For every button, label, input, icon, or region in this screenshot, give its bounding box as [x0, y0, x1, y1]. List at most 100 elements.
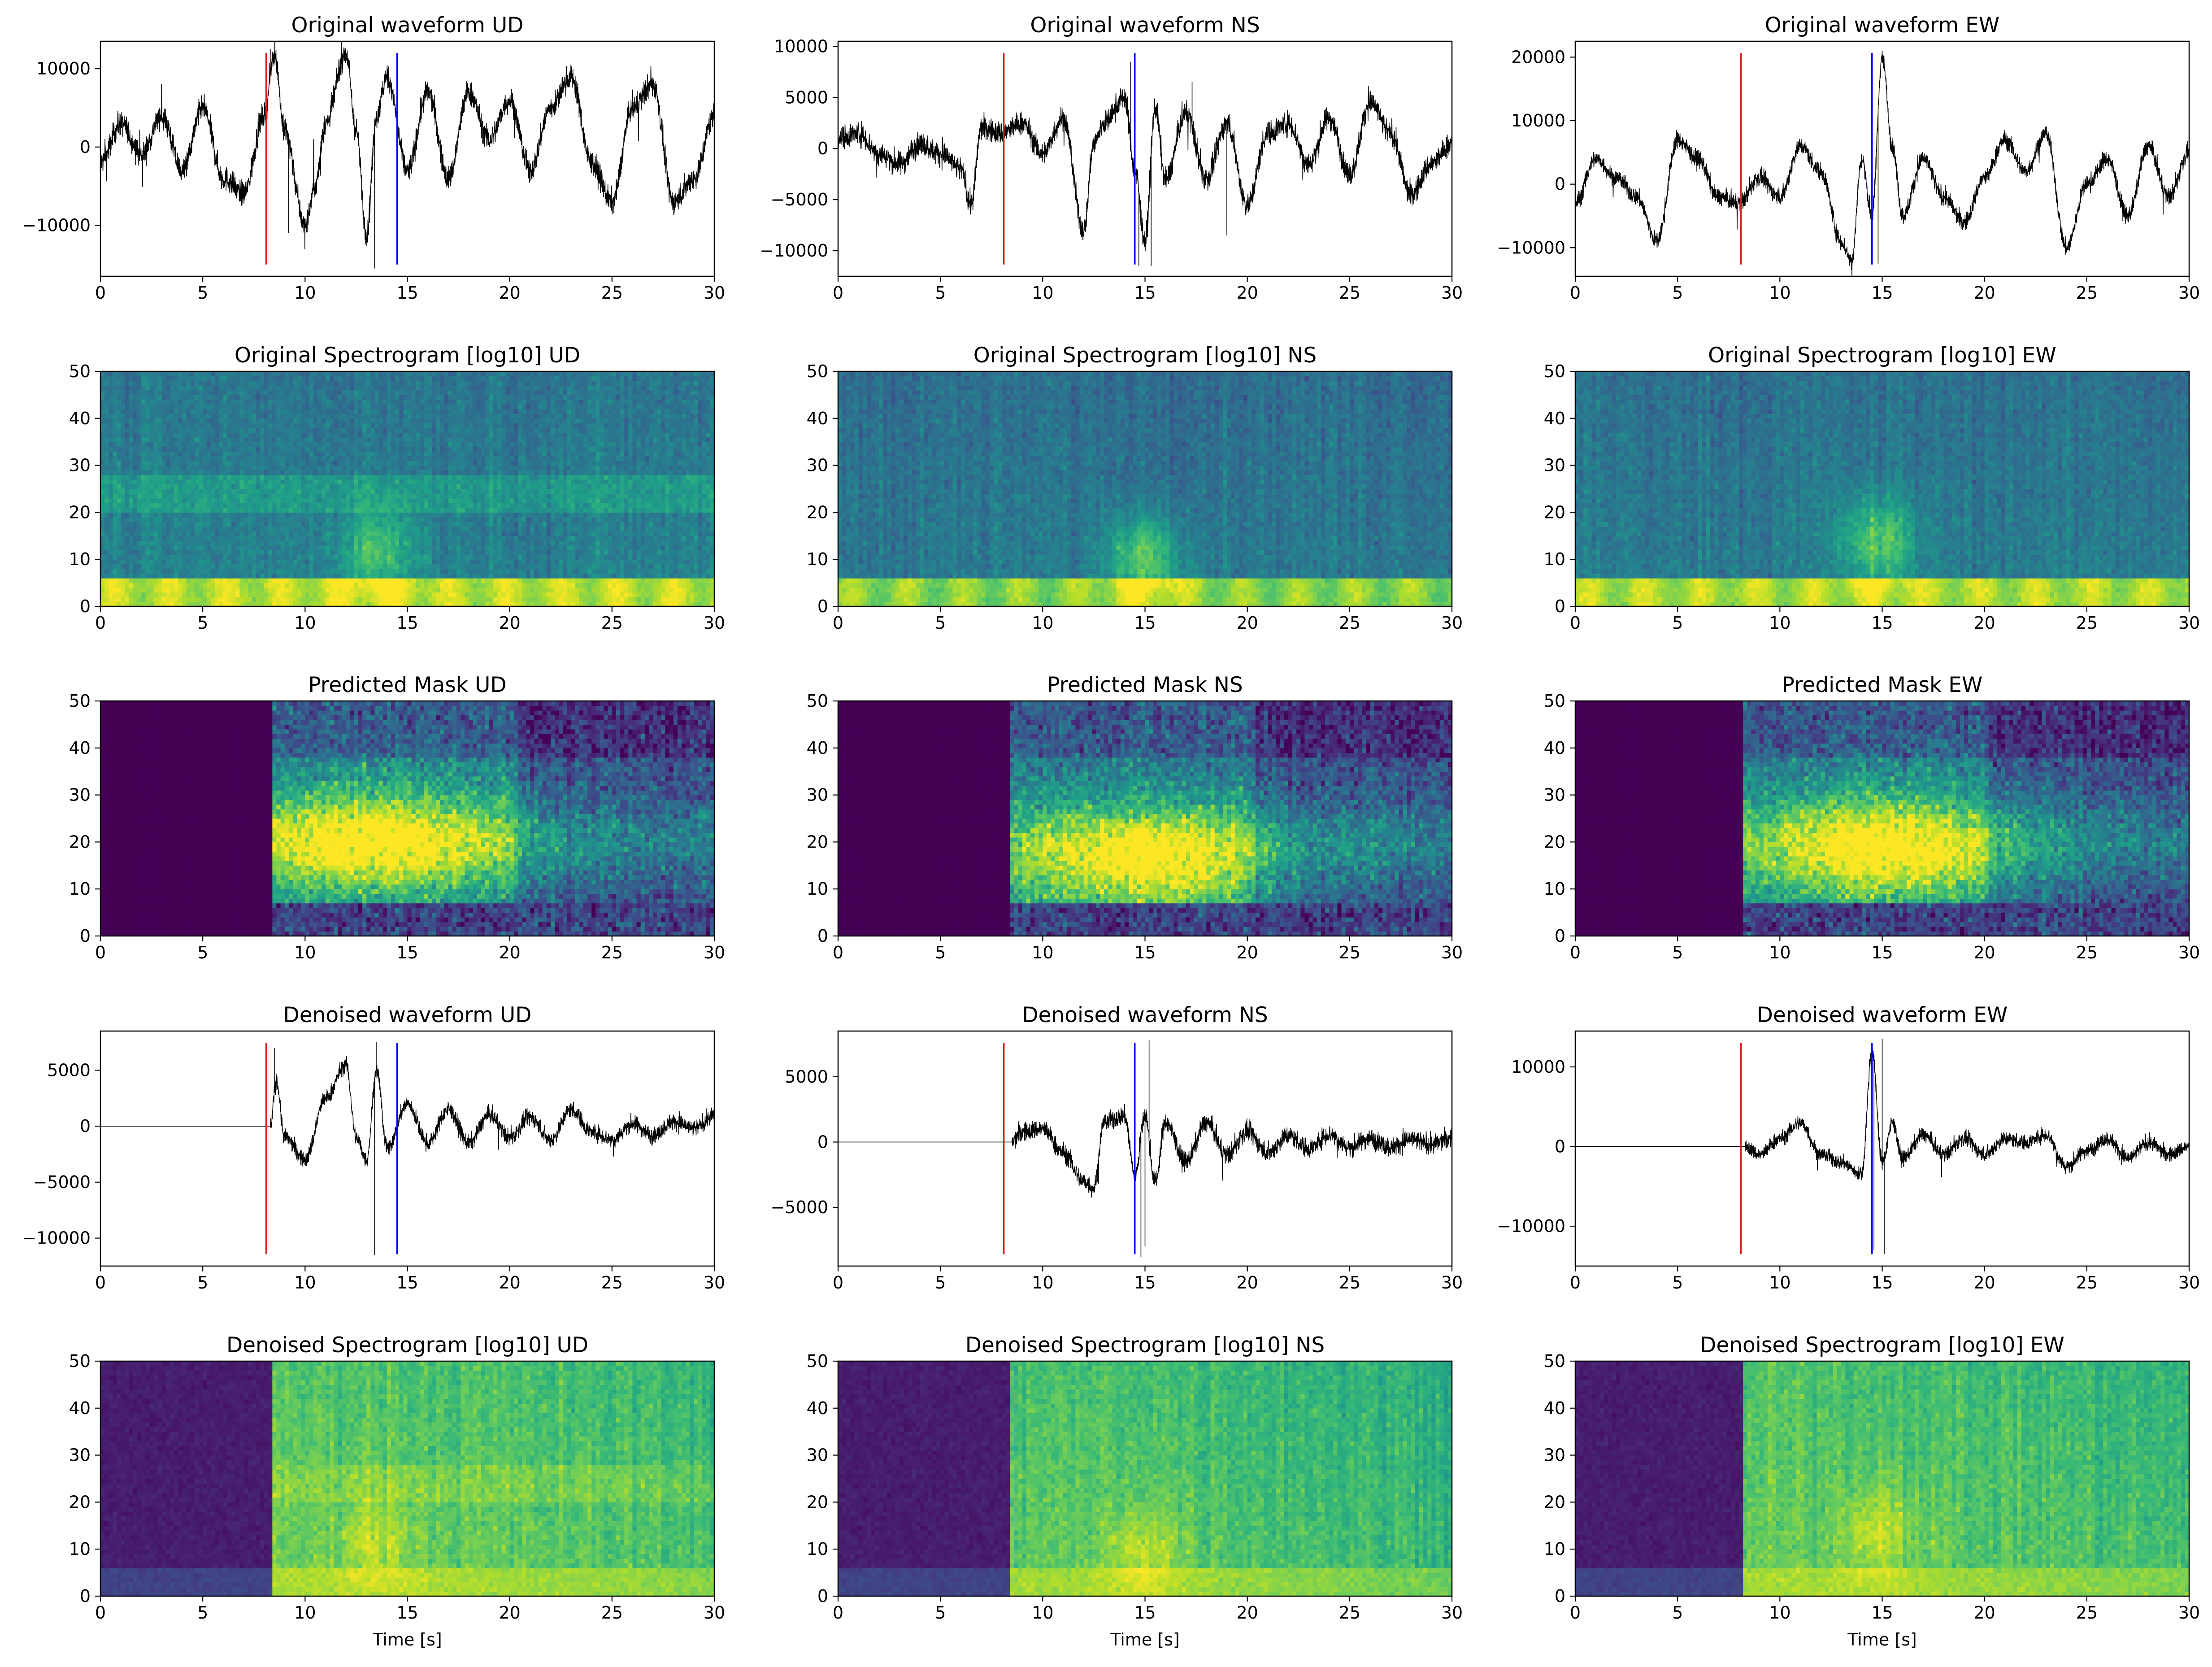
y-tick-label: −10000 — [760, 241, 828, 261]
y-tick-label: 30 — [807, 1445, 828, 1465]
x-tick-label: 25 — [601, 1603, 623, 1623]
x-tick-label: 0 — [95, 1273, 106, 1293]
x-tick-label: 20 — [1973, 1273, 1995, 1293]
x-tick-label: 10 — [1032, 613, 1053, 633]
plot-area — [838, 701, 1452, 936]
x-tick-label: 25 — [1339, 1603, 1360, 1623]
x-tick-label: 5 — [1672, 1273, 1683, 1293]
x-tick-label: 20 — [1973, 613, 1995, 633]
axes-frame — [1575, 41, 2189, 276]
x-tick-label: 5 — [197, 943, 208, 962]
y-tick-label: 40 — [807, 738, 828, 758]
x-tick-label: 20 — [1973, 1603, 1995, 1623]
y-tick-label: 50 — [807, 1351, 828, 1371]
x-tick-label: 15 — [1134, 1603, 1156, 1623]
x-tick-label: 0 — [833, 1273, 843, 1293]
panel-original-spectrogram-log10-ew: Original Spectrogram [log10] EW0 5 10 15 20 2… — [1544, 343, 2200, 633]
x-tick-label: 25 — [2076, 613, 2098, 633]
y-tick-label: 40 — [69, 738, 91, 758]
x-tick-label: 25 — [2076, 943, 2098, 962]
x-tick-label: 10 — [1032, 283, 1053, 303]
y-tick-label: 40 — [1544, 409, 1565, 428]
x-tick-label: 25 — [2076, 283, 2098, 303]
x-tick-label: 0 — [95, 1603, 106, 1623]
x-tick-label: 25 — [2076, 1273, 2098, 1293]
x-tick-label: 15 — [1871, 1273, 1893, 1293]
y-tick-label: 20 — [807, 502, 828, 522]
y-tick-label: 40 — [69, 409, 91, 428]
y-tick-label: 10 — [807, 1539, 828, 1559]
y-tick-label: 30 — [69, 456, 91, 475]
y-tick-label: 5000 — [785, 87, 828, 107]
y-tick-label: 20 — [69, 502, 91, 522]
y-tick-label: 0 — [817, 596, 828, 616]
x-tick-label: 0 — [1570, 943, 1581, 962]
y-tick-label: 50 — [1544, 361, 1565, 381]
panel-denoised-spectrogram-log10-ud: Denoised Spectrogram [log10] UD0 5 10 15 20 2… — [69, 1333, 726, 1650]
y-tick-label: 0 — [80, 596, 91, 616]
x-tick-label: 15 — [396, 1603, 418, 1623]
x-tick-label: 20 — [499, 1603, 520, 1623]
x-tick-label: 30 — [1441, 283, 1463, 303]
y-tick-label: 20 — [1544, 832, 1565, 852]
x-tick-label: 10 — [1032, 1603, 1053, 1623]
x-tick-label: 10 — [294, 943, 316, 962]
x-tick-label: 5 — [1672, 613, 1683, 633]
panel-title: Original waveform UD — [291, 13, 524, 38]
plot-area — [1575, 701, 2190, 936]
x-tick-label: 10 — [1769, 283, 1790, 303]
x-tick-label: 25 — [601, 613, 623, 633]
x-tick-label: 15 — [1134, 1273, 1156, 1293]
x-tick-label: 10 — [294, 283, 316, 303]
x-tick-label: 30 — [2178, 613, 2200, 633]
waveform-trace — [838, 62, 1452, 266]
plot-area — [838, 371, 1452, 607]
x-tick-label: 10 — [1769, 613, 1790, 633]
x-tick-label: 10 — [1032, 1273, 1053, 1293]
y-tick-label: 0 — [1555, 926, 1565, 946]
y-tick-label: 30 — [1544, 785, 1565, 805]
y-tick-label: 30 — [69, 785, 91, 805]
y-tick-label: 30 — [1544, 456, 1565, 475]
x-tick-label: 0 — [1570, 283, 1581, 303]
x-tick-label: 5 — [1672, 1603, 1683, 1623]
x-tick-label: 30 — [2178, 943, 2200, 962]
y-tick-label: 5000 — [785, 1067, 828, 1087]
x-tick-label: 30 — [704, 1603, 725, 1623]
x-tick-label: 30 — [2178, 1603, 2200, 1623]
y-tick-label: 0 — [1555, 174, 1565, 194]
x-tick-label: 20 — [1236, 613, 1258, 633]
plot-area — [100, 26, 714, 269]
plot-area — [838, 53, 1452, 266]
y-tick-label: 40 — [69, 1398, 91, 1418]
plot-area — [100, 1361, 715, 1597]
y-tick-label: 0 — [80, 1116, 91, 1136]
y-tick-label: 50 — [1544, 691, 1565, 711]
y-tick-label: 50 — [69, 361, 91, 381]
y-tick-label: 0 — [817, 139, 828, 158]
x-tick-label: 25 — [1339, 283, 1360, 303]
x-tick-label: 0 — [1570, 1273, 1581, 1293]
x-axis-label: Time [s] — [372, 1630, 442, 1650]
x-tick-label: 25 — [1339, 1273, 1360, 1293]
y-tick-label: 50 — [807, 691, 828, 711]
y-tick-label: 0 — [1555, 596, 1565, 616]
x-tick-label: 25 — [1339, 613, 1360, 633]
x-tick-label: 0 — [833, 613, 843, 633]
x-tick-label: 30 — [2178, 1273, 2200, 1293]
y-tick-label: 40 — [807, 1398, 828, 1418]
y-tick-label: 20000 — [1511, 47, 1565, 67]
y-tick-label: 20 — [1544, 1492, 1565, 1512]
plot-area — [1575, 1039, 2189, 1254]
y-tick-label: 10 — [1544, 1539, 1565, 1559]
panel-title: Original waveform EW — [1765, 13, 2000, 38]
panel-title: Denoised waveform NS — [1022, 1003, 1268, 1027]
x-tick-label: 15 — [396, 613, 418, 633]
x-tick-label: 30 — [2178, 283, 2200, 303]
y-tick-label: 10000 — [1511, 1057, 1565, 1077]
x-tick-label: 30 — [1441, 613, 1463, 633]
x-tick-label: 20 — [1236, 943, 1258, 962]
y-tick-label: 0 — [80, 1586, 91, 1606]
